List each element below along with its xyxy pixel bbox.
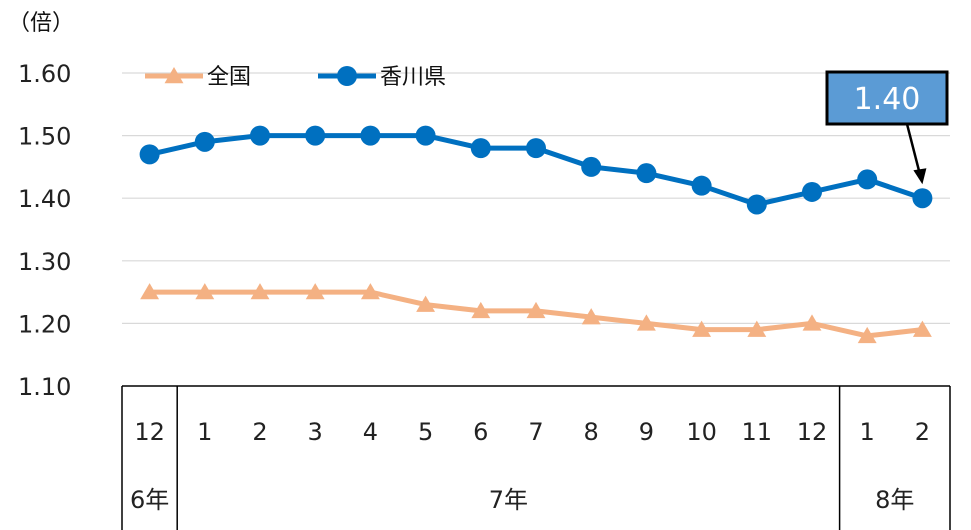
month-label: 1 <box>860 418 875 446</box>
year-label: 6年 <box>130 486 169 514</box>
y-tick-label: 1.40 <box>18 185 71 213</box>
y-tick-label: 1.60 <box>18 60 71 88</box>
value-callout: 1.40 <box>825 70 949 185</box>
data-point <box>250 283 270 300</box>
month-label: 8 <box>584 418 599 446</box>
data-point <box>802 314 822 331</box>
month-label: 9 <box>639 418 654 446</box>
data-point <box>691 175 712 196</box>
callout-arrow-head <box>913 168 927 185</box>
y-axis-labels: 1.60 1.50 1.40 1.30 1.20 1.10 <box>18 60 71 401</box>
callout-box <box>825 70 949 126</box>
data-point <box>139 144 160 165</box>
data-point <box>415 125 436 146</box>
data-point <box>636 163 657 184</box>
data-point <box>526 301 546 319</box>
series-kagawa <box>139 125 933 215</box>
data-point <box>746 194 767 215</box>
month-label: 6 <box>473 418 488 446</box>
month-label: 11 <box>742 418 773 446</box>
series-national <box>140 283 932 344</box>
month-label: 12 <box>134 418 165 446</box>
data-point <box>194 131 215 152</box>
data-point <box>692 320 712 337</box>
month-label: 7 <box>528 418 543 446</box>
month-label: 5 <box>418 418 433 446</box>
data-point <box>360 283 380 300</box>
data-point <box>526 138 546 159</box>
month-label: 2 <box>252 418 267 446</box>
data-point <box>747 320 767 337</box>
data-point <box>912 320 932 337</box>
y-tick-label: 1.50 <box>18 123 71 151</box>
data-point <box>360 125 381 146</box>
month-label: 2 <box>915 418 930 446</box>
legend-marker <box>164 67 184 84</box>
series-layer <box>139 125 933 344</box>
month-label: 1 <box>197 418 212 446</box>
data-point <box>305 283 325 300</box>
callout-value: 1.40 <box>854 82 921 117</box>
year-label: 7年 <box>489 486 528 514</box>
y-tick-label: 1.10 <box>18 373 71 401</box>
data-point <box>305 125 326 146</box>
data-point <box>581 156 602 177</box>
legend: 全国 香川県 <box>145 65 446 90</box>
legend-label: 香川県 <box>380 65 446 90</box>
data-point <box>250 125 270 146</box>
year-label: 8年 <box>875 486 914 514</box>
y-tick-label: 1.20 <box>18 310 71 338</box>
y-tick-label: 1.30 <box>18 248 71 276</box>
legend-label: 全国 <box>207 65 251 90</box>
data-point <box>636 314 656 331</box>
month-label: 10 <box>686 418 717 446</box>
y-unit-label: （倍） <box>8 11 74 36</box>
legend-marker <box>337 66 357 86</box>
data-point <box>471 301 491 319</box>
data-point <box>140 283 160 300</box>
month-label: 3 <box>308 418 323 446</box>
data-point <box>912 188 933 209</box>
month-label: 4 <box>363 418 378 446</box>
callout-arrow-line <box>905 123 922 177</box>
month-label: 12 <box>797 418 828 446</box>
data-point <box>581 308 601 325</box>
data-point <box>195 283 215 300</box>
data-point <box>857 169 878 190</box>
data-point <box>416 295 436 312</box>
data-point <box>857 326 877 344</box>
data-point <box>470 138 491 159</box>
data-point <box>802 181 822 202</box>
